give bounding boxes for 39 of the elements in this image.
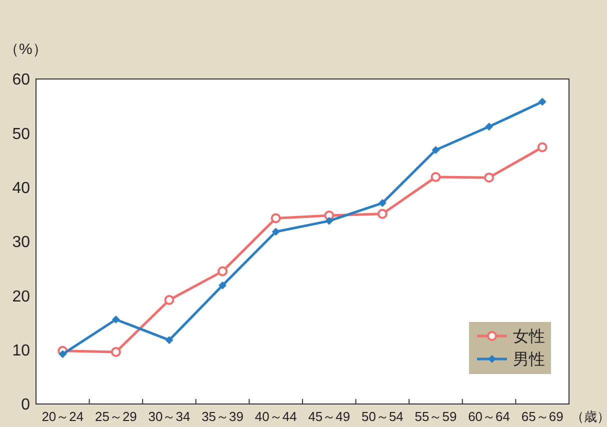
- legend-label: 男性: [513, 352, 545, 369]
- point: [112, 316, 120, 324]
- point: [432, 146, 440, 154]
- x-tick-label: 55～59: [414, 409, 457, 424]
- y-tick-label: 30: [12, 234, 30, 252]
- x-tick-label: 50～54: [361, 409, 404, 424]
- point: [430, 172, 441, 182]
- y-tick-label: 40: [12, 180, 30, 197]
- y-axis-title: （%）: [4, 41, 48, 58]
- point: [218, 281, 227, 290]
- x-tick-label: 20～24: [42, 409, 84, 424]
- point: [538, 98, 546, 106]
- point: [484, 172, 494, 183]
- point: [272, 228, 280, 236]
- y-tick-label: 10: [12, 342, 30, 360]
- x-tick-label: 30～34: [148, 409, 190, 424]
- y-tick-label: 60: [12, 72, 30, 89]
- x-axis-title: （歳）: [571, 409, 607, 424]
- point: [218, 266, 228, 276]
- point: [325, 216, 334, 225]
- legend-label: 女性: [513, 328, 545, 346]
- point: [110, 347, 121, 357]
- x-tick-label: 65～69: [521, 409, 564, 424]
- point: [270, 213, 281, 224]
- x-tick-label: 40～44: [254, 409, 297, 424]
- point: [537, 142, 548, 152]
- point: [485, 122, 494, 131]
- point: [58, 350, 67, 358]
- y-tick-label: 0: [21, 396, 30, 414]
- x-tick-label: 45～49: [308, 409, 350, 424]
- x-tick-label: 60～64: [468, 409, 510, 424]
- point: [164, 295, 174, 305]
- point: [165, 336, 174, 344]
- x-tick-label: 25～29: [94, 409, 137, 424]
- point: [377, 208, 388, 219]
- y-tick-label: 20: [12, 288, 30, 306]
- point: [378, 199, 386, 208]
- y-tick-label: 50: [12, 126, 30, 143]
- x-tick-label: 35～39: [202, 409, 244, 424]
